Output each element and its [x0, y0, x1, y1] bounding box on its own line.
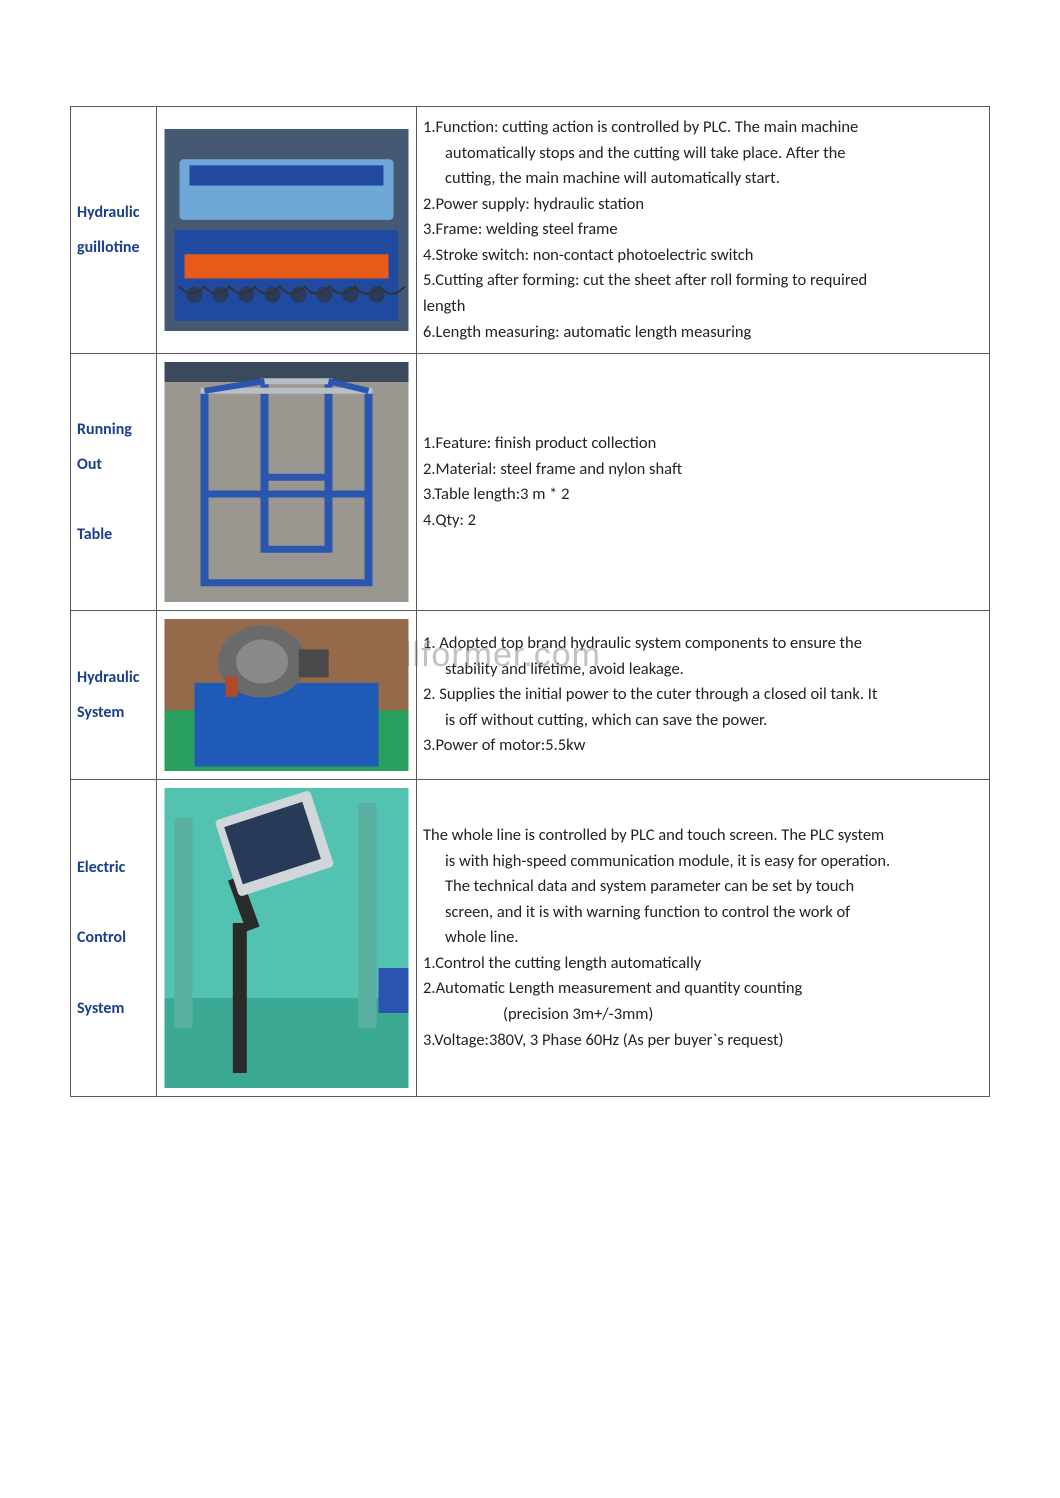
desc-line: (precision 3m+/-3mm): [423, 1002, 983, 1028]
table-row: Hydraulicguillotine 1.Function: cutting …: [71, 107, 990, 354]
row-title-line: Hydraulic: [77, 195, 150, 230]
row-title-line: [77, 482, 150, 517]
row-title-line: Running: [77, 412, 150, 447]
table-row: HydraulicSystem 1. Adopted top brand hyd…: [71, 611, 990, 780]
desc-line: is off without cutting, which can save t…: [423, 708, 983, 734]
hydraulic-system-image: [163, 619, 410, 771]
hydraulic-system-desc-cell: 1. Adopted top brand hydraulic system co…: [417, 611, 990, 780]
hydraulic-system-title-cell: HydraulicSystem: [71, 611, 157, 780]
desc-line: 1.Feature: finish product collection: [423, 431, 983, 457]
running-out-table-image-cell: [157, 354, 417, 611]
row-title-line: guillotine: [77, 230, 150, 265]
desc-line: 1.Control the cutting length automatical…: [423, 951, 983, 977]
row-title-line: Electric: [77, 850, 150, 885]
desc-line: The whole line is controlled by PLC and …: [423, 823, 983, 849]
row-title-line: [77, 956, 150, 991]
desc-line: whole line.: [423, 925, 983, 951]
row-title-line: [77, 885, 150, 920]
running-out-table-desc-cell: 1.Feature: finish product collection2.Ma…: [417, 354, 990, 611]
desc-line: 2.Power supply: hydraulic station: [423, 192, 983, 218]
desc-line: 3.Table length:3 m * 2: [423, 482, 983, 508]
running-out-table-image: [163, 362, 410, 602]
row-title-line: Control: [77, 920, 150, 955]
desc-line: length: [423, 294, 983, 320]
table-row: Electric Control System The whole line i…: [71, 780, 990, 1097]
desc-line: stability and lifetime, avoid leakage.: [423, 657, 983, 683]
electric-control-system-title-cell: Electric Control System: [71, 780, 157, 1097]
desc-line: automatically stops and the cutting will…: [423, 141, 983, 167]
desc-line: cutting, the main machine will automatic…: [423, 166, 983, 192]
desc-line: 1.Function: cutting action is controlled…: [423, 115, 983, 141]
row-title-line: Table: [77, 517, 150, 552]
hydraulic-system-image-cell: [157, 611, 417, 780]
desc-line: screen, and it is with warning function …: [423, 900, 983, 926]
desc-line: 2.Material: steel frame and nylon shaft: [423, 457, 983, 483]
desc-line: 6.Length measuring: automatic length mea…: [423, 320, 983, 346]
desc-line: 5.Cutting after forming: cut the sheet a…: [423, 268, 983, 294]
spec-table: Hydraulicguillotine 1.Function: cutting …: [70, 106, 990, 1097]
desc-line: 4.Stroke switch: non-contact photoelectr…: [423, 243, 983, 269]
hydraulic-guillotine-image: [163, 129, 410, 331]
electric-control-system-image: [163, 788, 410, 1088]
desc-line: 1. Adopted top brand hydraulic system co…: [423, 631, 983, 657]
desc-line: 3.Voltage:380V, 3 Phase 60Hz (As per buy…: [423, 1028, 983, 1054]
table-row: RunningOut Table 1.Feature: finish produ…: [71, 354, 990, 611]
desc-line: is with high-speed communication module,…: [423, 849, 983, 875]
hydraulic-guillotine-desc-cell: 1.Function: cutting action is controlled…: [417, 107, 990, 354]
desc-line: 3.Frame: welding steel frame: [423, 217, 983, 243]
desc-line: 2. Supplies the initial power to the cut…: [423, 682, 983, 708]
row-title-line: Out: [77, 447, 150, 482]
row-title-line: System: [77, 695, 150, 730]
running-out-table-title-cell: RunningOut Table: [71, 354, 157, 611]
desc-line: The technical data and system parameter …: [423, 874, 983, 900]
electric-control-system-image-cell: [157, 780, 417, 1097]
document-page: de.jcxsteelrollformer.com Hydraulicguill…: [0, 0, 1060, 1498]
desc-line: 4.Qty: 2: [423, 508, 983, 534]
electric-control-system-desc-cell: The whole line is controlled by PLC and …: [417, 780, 990, 1097]
hydraulic-guillotine-image-cell: [157, 107, 417, 354]
desc-line: 2.Automatic Length measurement and quant…: [423, 976, 983, 1002]
desc-line: 3.Power of motor:5.5kw: [423, 733, 983, 759]
hydraulic-guillotine-title-cell: Hydraulicguillotine: [71, 107, 157, 354]
row-title-line: System: [77, 991, 150, 1026]
row-title-line: Hydraulic: [77, 660, 150, 695]
